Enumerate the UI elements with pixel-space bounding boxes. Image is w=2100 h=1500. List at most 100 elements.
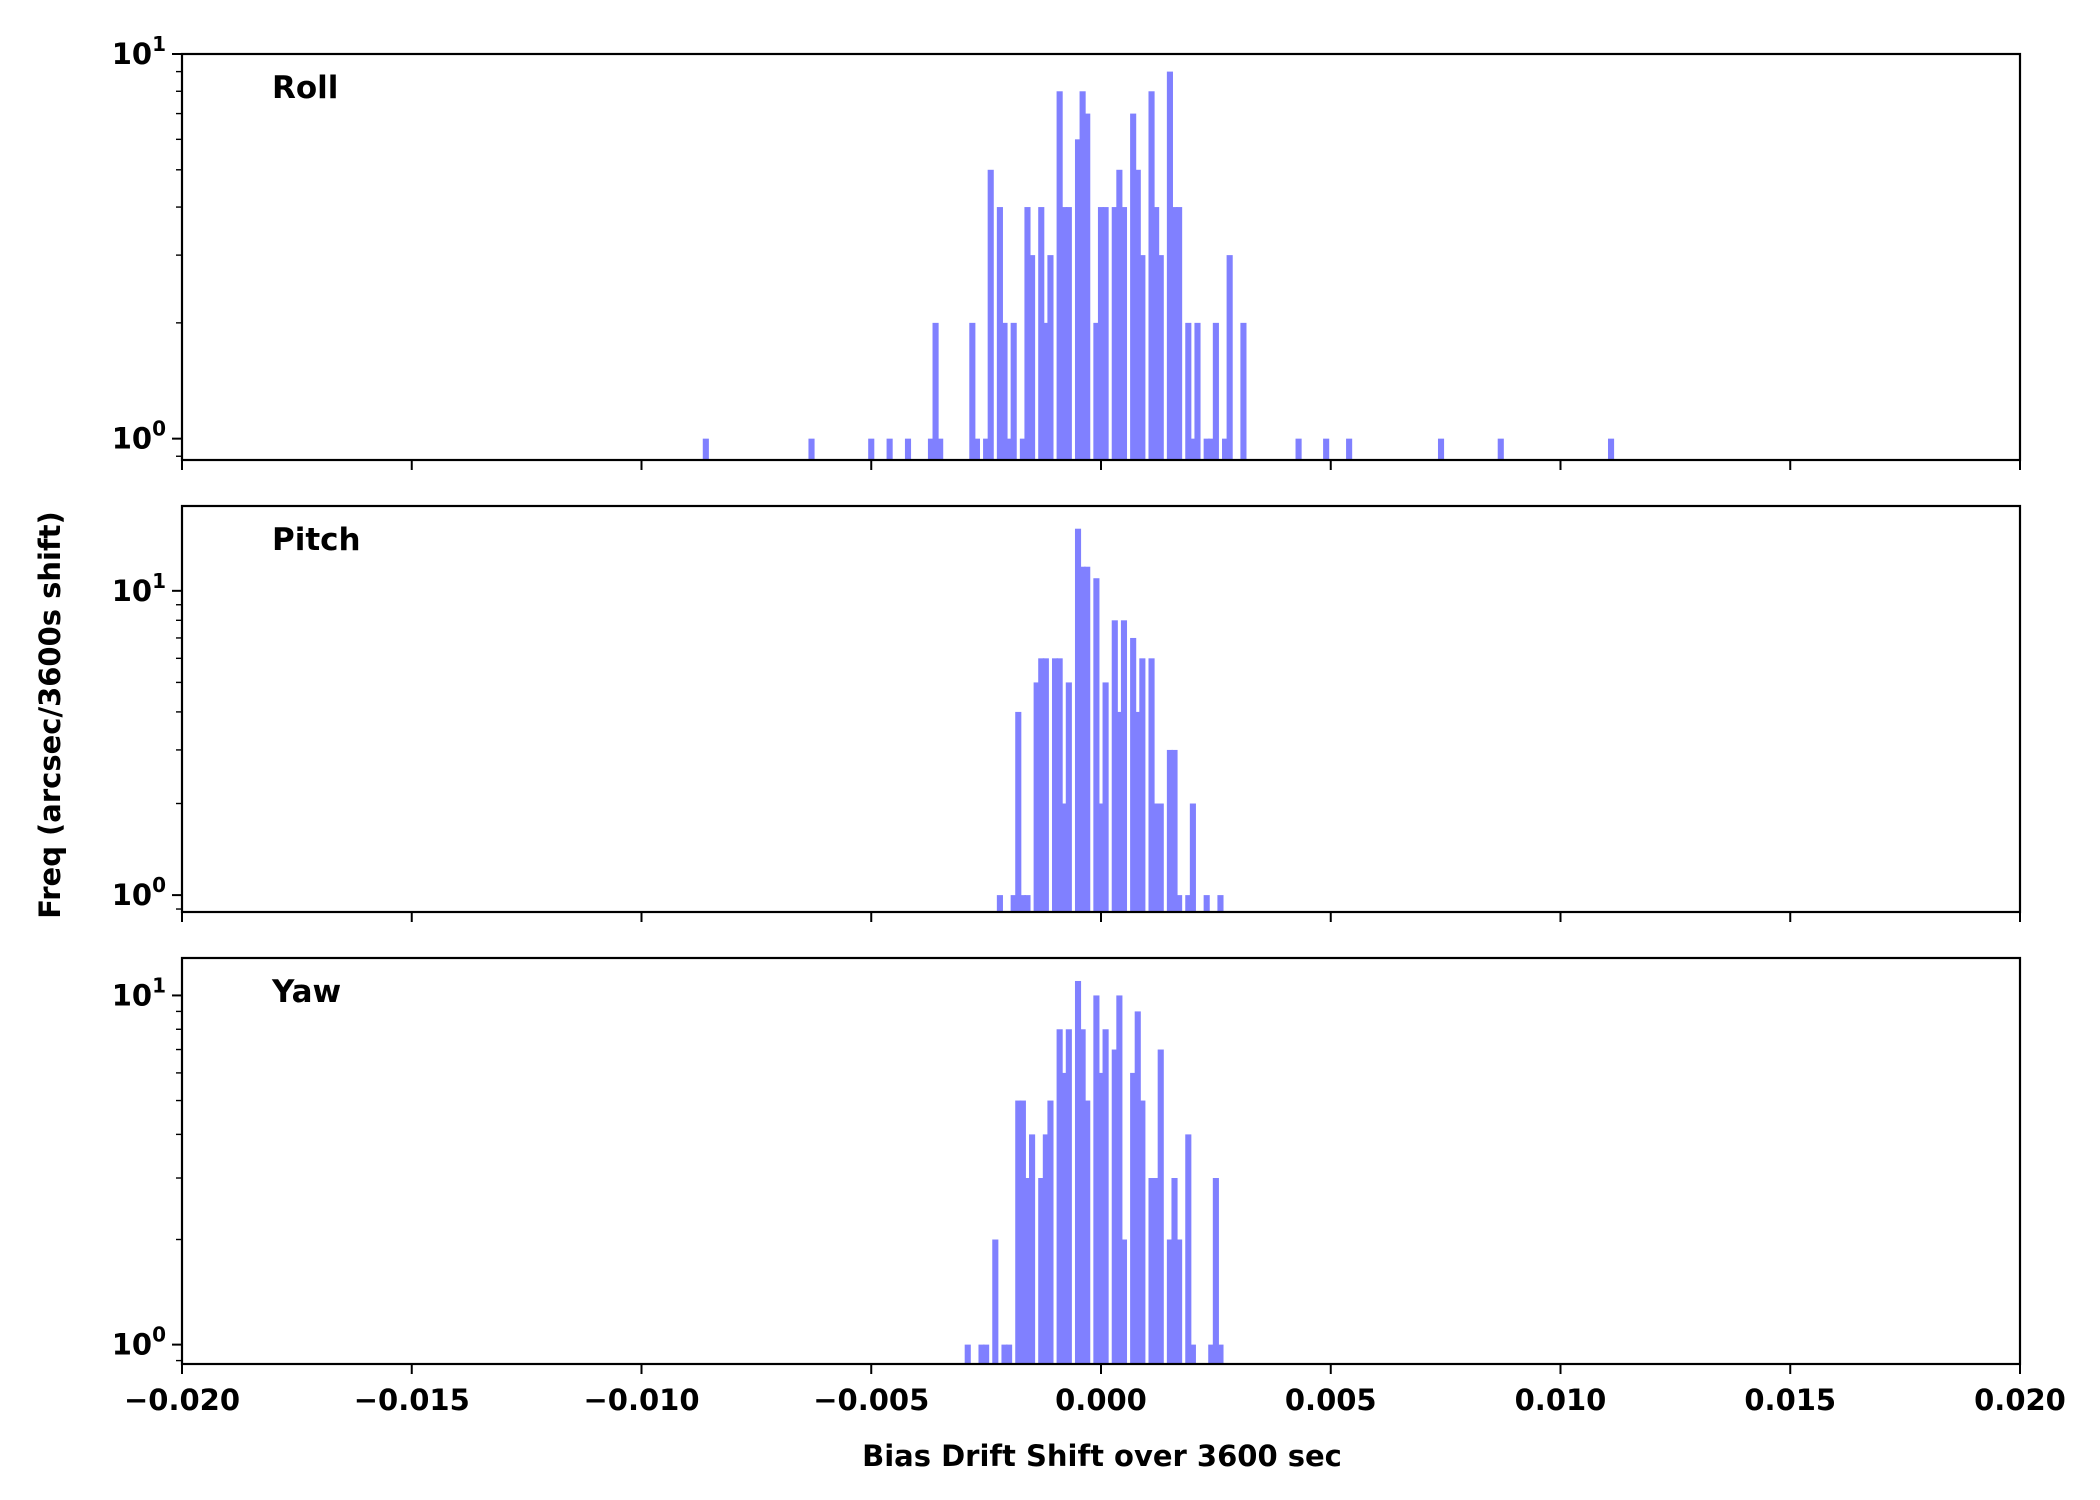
histogram-bar	[1093, 322, 1100, 460]
histogram-bar	[1157, 1049, 1164, 1364]
histogram-bar	[1437, 438, 1445, 460]
histogram-bar	[1056, 658, 1063, 912]
histogram-bar	[1024, 895, 1031, 912]
histogram-bar	[1323, 438, 1330, 460]
y-tick-label: 100	[112, 873, 166, 912]
histogram-bar	[996, 895, 1003, 912]
histogram-bar	[969, 322, 976, 460]
histogram-bar	[1065, 1029, 1072, 1364]
histogram-bar	[1019, 438, 1026, 460]
histogram-bar	[1120, 620, 1128, 912]
histogram-bar	[992, 1239, 999, 1364]
histogram-bar	[1130, 1072, 1137, 1364]
histogram-bar	[1056, 91, 1063, 460]
histogram-bar	[1010, 322, 1017, 460]
panel-title: Roll	[272, 70, 338, 106]
histogram-bar	[1111, 207, 1118, 460]
histogram-bar	[1056, 1029, 1063, 1364]
panel-roll: Roll 100 101	[112, 32, 2022, 470]
histogram-bar	[1497, 438, 1504, 460]
histogram-bar	[868, 438, 875, 460]
histogram-bar	[1102, 682, 1109, 912]
y-tick-label: 101	[112, 569, 166, 608]
histogram-bar	[1130, 113, 1137, 460]
histogram-bar	[1139, 1100, 1146, 1364]
histogram-bar	[1185, 1134, 1192, 1364]
histogram-bar	[1222, 438, 1229, 460]
histogram-bar	[1139, 255, 1146, 460]
histogram-bar	[1074, 528, 1082, 912]
histogram-bar	[1029, 255, 1036, 460]
histogram-bar	[1097, 803, 1105, 912]
x-tick-label: 0.000	[1055, 1383, 1147, 1417]
histogram-bar	[1176, 1239, 1183, 1364]
histogram-bar	[1171, 1178, 1178, 1364]
panel-pitch: Pitch 100 101	[112, 504, 2022, 922]
histogram-bar	[702, 438, 709, 460]
histogram-bar	[1097, 1072, 1105, 1364]
histogram-bar	[1134, 711, 1141, 912]
histogram-bar	[1176, 207, 1183, 460]
histogram-bar	[1029, 1134, 1036, 1364]
histogram-bar	[1006, 438, 1013, 460]
x-tick-label: −0.005	[813, 1383, 929, 1417]
histogram-bar	[1116, 711, 1123, 912]
histogram-bar	[1006, 1344, 1013, 1364]
histogram-bar	[1166, 1239, 1173, 1364]
histogram-bar	[1208, 438, 1215, 460]
histogram-bar	[1120, 1239, 1128, 1364]
x-axis-label: Bias Drift Shift over 3600 sec	[862, 1439, 1342, 1473]
histogram-bar	[1047, 255, 1054, 460]
histogram-bar	[1208, 1344, 1215, 1364]
histogram-bar	[1042, 1134, 1049, 1364]
histogram-bar	[1240, 322, 1247, 460]
histogram-bar	[1024, 207, 1031, 460]
y-tick-label: 100	[112, 417, 166, 456]
histogram-bar	[1065, 207, 1072, 460]
histogram-bar	[1038, 658, 1045, 912]
histogram-bar	[1203, 895, 1210, 912]
histogram-bar	[983, 438, 990, 460]
histogram-bar	[1079, 1029, 1086, 1364]
histogram-bar	[1061, 1072, 1068, 1364]
histogram-bar	[1015, 711, 1022, 912]
histogram-bar	[1097, 207, 1105, 460]
histogram-bar	[1295, 438, 1302, 460]
histogram-bar	[1189, 803, 1196, 912]
histogram-bar	[1065, 682, 1072, 912]
histogram-bar	[1079, 566, 1086, 912]
histogram-bar	[1217, 1344, 1224, 1364]
panel-yaw: Yaw −0.020 −0.015 −0.010 −0.005 0.000 0.005 0.0…	[112, 956, 2066, 1417]
histogram-bar	[973, 438, 980, 460]
histogram-bar	[1134, 1011, 1141, 1364]
histogram-bar	[1010, 895, 1017, 912]
histogram-bar	[1346, 438, 1353, 460]
histogram-bar	[996, 207, 1003, 460]
histogram-bar	[927, 438, 935, 460]
histogram-bar	[1212, 1178, 1219, 1364]
histogram-bar	[1042, 658, 1049, 912]
histogram-bar	[1176, 895, 1183, 912]
x-tick-label: 0.010	[1515, 1383, 1607, 1417]
panel-title: Yaw	[271, 974, 341, 1010]
histogram-bar	[1074, 980, 1082, 1364]
histogram-bar	[964, 1344, 971, 1364]
histogram-bar	[1157, 255, 1164, 460]
histogram-bar	[1134, 169, 1141, 461]
histogram-bar	[1102, 207, 1109, 460]
histogram-bar	[987, 169, 994, 461]
histogram-bar	[1033, 682, 1040, 912]
x-tick-label: 0.015	[1744, 1383, 1836, 1417]
histogram-bar	[1194, 322, 1201, 460]
y-tick-label: 101	[112, 32, 166, 71]
histogram-bar	[1139, 658, 1146, 912]
histogram-bar	[1171, 207, 1178, 460]
histogram-bar	[1189, 438, 1196, 460]
histogram-bar	[904, 438, 912, 460]
histogram-bar	[808, 438, 815, 460]
histogram-bar	[937, 438, 944, 460]
histogram-bar	[1024, 1178, 1031, 1364]
histogram-bar	[1217, 895, 1224, 912]
histogram-bar	[1042, 322, 1049, 460]
histogram-bar	[1153, 803, 1160, 912]
